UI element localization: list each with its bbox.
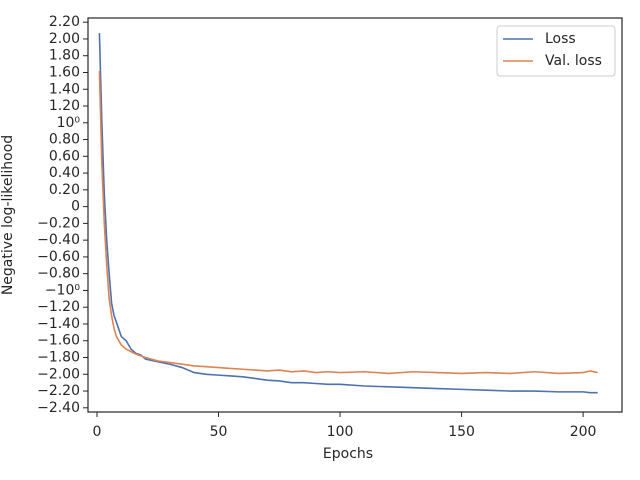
x-axis-label: Epochs [323, 446, 373, 462]
y-tick-label: −2.00 [37, 366, 80, 382]
line [98, 33, 598, 394]
y-tick-label: 1.20 [49, 98, 80, 114]
plot-frame [87, 17, 623, 413]
x-tick-label: 0 [93, 424, 102, 440]
y-tick-label: 1.60 [49, 64, 80, 80]
x-tick-label: 50 [210, 424, 228, 440]
y-tick-label: 10⁰ [57, 115, 81, 131]
y-tick-label: −0.80 [37, 266, 80, 282]
y-tick-label: −0.20 [37, 215, 80, 231]
line [98, 70, 598, 375]
y-axis-label: Negative log-likelihood [0, 135, 16, 295]
y-tick-label: −10⁰ [45, 282, 81, 298]
x-tick-label: 200 [570, 424, 597, 440]
y-tick-label: 2.20 [49, 14, 80, 30]
x-tick-label: 100 [327, 424, 354, 440]
y-tick-label: −1.60 [37, 333, 80, 349]
y-tick-label: 0 [71, 199, 80, 215]
y-tick-label: 1.80 [49, 48, 80, 64]
y-tick-label: 0.20 [49, 182, 80, 198]
legend: Loss Val. loss [496, 25, 616, 77]
legend-label: Loss [545, 31, 576, 47]
y-tick-label: −0.60 [37, 249, 80, 265]
y-tick-label: −2.20 [37, 383, 80, 399]
y-tick-label: −1.80 [37, 350, 80, 366]
y-tick-label: 0.80 [49, 132, 80, 148]
y-tick-label: −0.40 [37, 232, 80, 248]
y-tick-label: 2.00 [49, 31, 80, 47]
y-tick-label: 1.40 [49, 81, 80, 97]
y-tick-label: −2.40 [37, 400, 80, 416]
y-tick-label: 0.40 [49, 165, 80, 181]
x-tick-label: 150 [448, 424, 475, 440]
legend-label: Val. loss [545, 53, 602, 69]
y-tick-label: 0.60 [49, 148, 80, 164]
y-tick-label: −1.20 [37, 299, 80, 315]
y-tick-label: −1.40 [37, 316, 80, 332]
